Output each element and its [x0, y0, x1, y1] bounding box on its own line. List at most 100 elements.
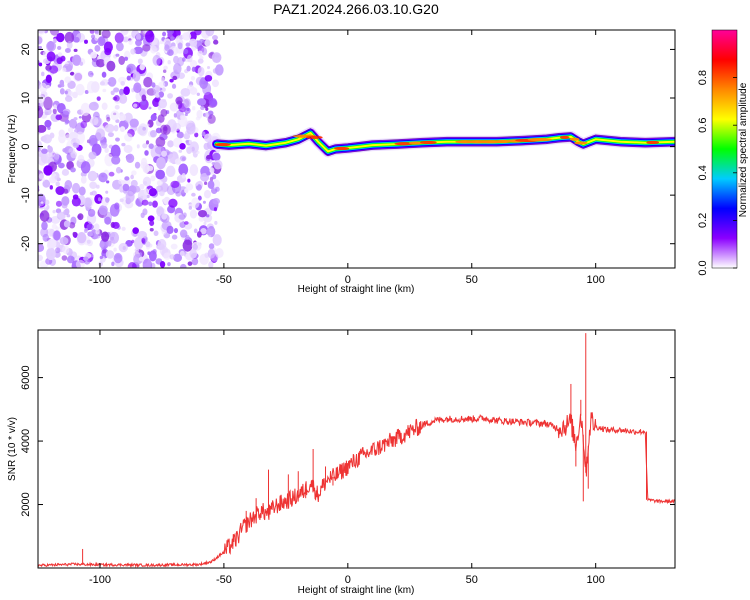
noise-speckle	[71, 182, 81, 194]
noise-speckle	[73, 48, 78, 53]
noise-speckle	[38, 45, 43, 50]
x-tick-label: 100	[587, 274, 605, 286]
noise-speckle	[123, 144, 133, 154]
noise-speckle	[211, 52, 222, 64]
noise-speckle	[191, 46, 196, 51]
noise-speckle	[148, 143, 154, 149]
noise-speckle	[197, 50, 203, 57]
noise-speckle	[53, 38, 57, 44]
noise-speckle	[211, 161, 216, 165]
noise-speckle	[49, 185, 53, 190]
noise-speckle	[140, 195, 144, 199]
noise-speckle	[66, 255, 75, 264]
noise-speckle	[46, 51, 56, 62]
noise-speckle	[199, 38, 205, 44]
noise-speckle	[105, 250, 115, 259]
noise-speckle	[212, 198, 221, 205]
noise-speckle	[144, 150, 149, 156]
noise-speckle	[162, 31, 167, 37]
noise-speckle	[84, 90, 89, 94]
noise-speckle	[61, 83, 65, 88]
noise-speckle	[142, 258, 153, 268]
noise-speckle	[89, 30, 95, 34]
noise-speckle	[113, 95, 120, 102]
noise-speckle	[212, 152, 221, 161]
y-tick-label: 4000	[20, 429, 32, 453]
noise-speckle	[190, 59, 198, 68]
noise-speckle	[106, 180, 110, 184]
noise-speckle	[38, 124, 47, 133]
noise-speckle	[52, 209, 56, 214]
noise-speckle	[111, 155, 121, 165]
noise-speckle	[73, 71, 83, 82]
noise-speckle	[67, 80, 76, 89]
noise-speckle	[125, 153, 135, 164]
noise-speckle	[59, 88, 65, 95]
ridge-hotspot	[334, 146, 350, 151]
noise-speckle	[151, 82, 156, 88]
noise-speckle	[118, 178, 123, 185]
noise-speckle	[115, 166, 122, 174]
spectrogram-x-axis-label: Height of straight line (km)	[298, 284, 415, 295]
y-tick-label: 10	[20, 92, 32, 104]
noise-speckle	[72, 231, 77, 236]
noise-speckle	[101, 71, 107, 78]
noise-speckle	[43, 165, 53, 176]
noise-speckle	[56, 32, 65, 43]
noise-speckle	[42, 134, 52, 144]
noise-speckle	[166, 30, 175, 35]
noise-speckle	[109, 231, 120, 244]
noise-speckle	[109, 203, 120, 217]
noise-speckle	[202, 82, 212, 96]
noise-speckle	[178, 163, 189, 176]
noise-speckle	[86, 80, 96, 94]
noise-speckle	[39, 210, 50, 222]
noise-speckle	[110, 144, 121, 158]
noise-speckle	[104, 47, 112, 56]
noise-speckle	[38, 169, 40, 174]
noise-speckle	[156, 180, 163, 186]
noise-speckle	[43, 96, 53, 110]
noise-speckle	[212, 68, 219, 74]
noise-speckle	[108, 171, 115, 177]
noise-speckle	[113, 87, 120, 93]
noise-speckle	[56, 57, 63, 65]
snr-x-ticks: -100 -50 0 50 100	[89, 330, 605, 586]
noise-speckle	[89, 116, 99, 126]
noise-speckle	[138, 123, 148, 137]
noise-speckle	[166, 225, 174, 235]
noise-speckle	[145, 241, 151, 248]
noise-speckle	[167, 262, 171, 267]
colorbar-gradient	[711, 29, 738, 269]
y-tick-label: 6000	[20, 365, 32, 389]
noise-speckle	[62, 245, 70, 254]
colorbar-tick-label: 0.4	[697, 165, 709, 180]
noise-speckle	[197, 66, 205, 77]
ridge-hotspot	[394, 142, 413, 146]
noise-speckle	[47, 69, 52, 73]
x-tick-label: 100	[587, 574, 605, 586]
noise-speckle	[179, 250, 185, 256]
noise-speckle	[55, 181, 60, 187]
noise-speckle	[193, 228, 198, 234]
noise-speckle	[120, 80, 126, 86]
noise-speckle	[165, 165, 176, 178]
noise-speckle	[168, 198, 178, 208]
ridge-hotspot	[408, 141, 424, 145]
noise-speckle	[118, 55, 126, 65]
noise-speckle	[54, 175, 60, 180]
noise-speckle	[142, 176, 152, 187]
noise-speckle	[93, 223, 100, 231]
noise-speckle	[114, 104, 120, 110]
noise-speckle	[212, 174, 217, 180]
noise-speckle	[74, 36, 80, 43]
noise-speckle	[205, 30, 215, 37]
noise-speckle	[113, 124, 119, 132]
noise-speckle	[64, 95, 73, 102]
noise-speckle	[89, 181, 97, 189]
noise-speckle	[61, 110, 70, 118]
noise-speckle	[188, 206, 193, 210]
noise-speckle	[205, 214, 210, 218]
noise-speckle	[158, 81, 166, 88]
noise-speckle	[38, 193, 46, 207]
